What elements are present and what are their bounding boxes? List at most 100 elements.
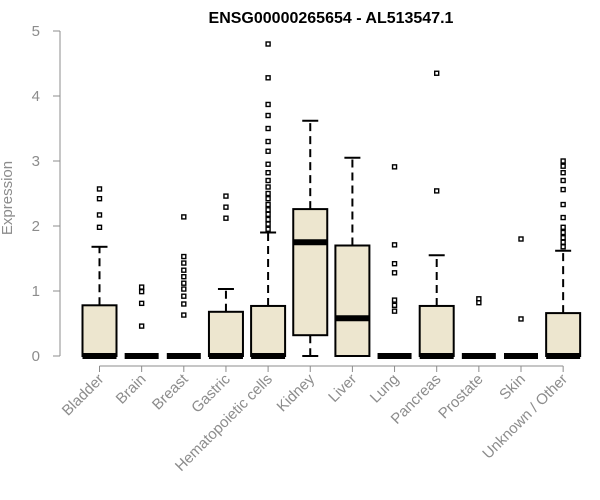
outlier-point (96, 195, 103, 202)
outlier-point (265, 226, 271, 232)
outlier-point (138, 288, 145, 295)
outlier-point (560, 234, 566, 241)
x-tick-label: Bladder (59, 371, 108, 420)
outlier-point (560, 163, 566, 169)
box-bladder (81, 186, 118, 359)
outlier-point (138, 300, 145, 307)
outlier-point (138, 323, 145, 329)
x-tick-label: Brain (113, 371, 150, 408)
outlier-point (391, 261, 398, 267)
box-unknown-other (545, 158, 582, 359)
y-tick-label: 2 (32, 218, 40, 235)
outlier-point (391, 164, 398, 170)
x-tick-label: Breast (149, 370, 192, 413)
outlier-point (181, 260, 187, 266)
y-axis-label: Expression (0, 161, 16, 235)
box-iqr (292, 208, 329, 337)
box-skin (504, 236, 538, 359)
outlier-point (391, 242, 398, 248)
box-iqr (81, 304, 118, 357)
outlier-point (265, 112, 271, 119)
outlier-point (560, 186, 566, 193)
outlier-point (265, 138, 271, 145)
y-tick-label: 4 (32, 88, 40, 105)
outlier-point (265, 125, 271, 132)
outlier-point (560, 224, 566, 231)
box-prostate (461, 296, 496, 359)
outlier-point (265, 169, 271, 176)
outlier-point (265, 101, 271, 108)
outlier-point (96, 186, 103, 192)
y-tick-label: 5 (32, 23, 40, 40)
outlier-point (265, 221, 271, 227)
outlier-point (518, 316, 524, 322)
box-iqr (250, 304, 287, 358)
outlier-point (265, 75, 271, 81)
outlier-point (560, 177, 566, 184)
y-axis: 0 1 2 3 4 5 (32, 23, 61, 365)
box-iqr (545, 312, 582, 358)
box-iqr (207, 310, 244, 357)
x-tick-label: Lung (367, 371, 403, 407)
outlier-point (181, 267, 187, 273)
outlier-point (223, 193, 229, 199)
outlier-point (434, 188, 440, 194)
outlier-point (265, 207, 271, 213)
outlier-point (265, 195, 271, 202)
outlier-point (391, 270, 398, 276)
x-tick-label: Kidney (274, 370, 319, 415)
outlier-point (223, 215, 229, 221)
box-gastric (207, 193, 244, 359)
outlier-point (265, 148, 271, 154)
outlier-point (265, 201, 271, 208)
outlier-point (560, 214, 566, 221)
box-group (81, 41, 582, 359)
y-tick-label: 1 (32, 283, 40, 300)
outlier-point (181, 293, 187, 299)
outlier-point (560, 201, 566, 208)
outlier-point (96, 212, 103, 218)
outlier-point (265, 211, 271, 218)
outlier-point (560, 244, 566, 250)
chart-title: ENSG00000265654 - AL513547.1 (209, 10, 454, 27)
y-tick-label: 3 (32, 153, 40, 170)
box-breast (166, 214, 201, 359)
box-brain (124, 284, 159, 359)
outlier-point (265, 177, 271, 184)
x-tick-label: Skin (496, 371, 529, 404)
outlier-point (181, 214, 187, 220)
x-tick-label: Prostate (435, 371, 487, 423)
outlier-point (476, 296, 482, 302)
outlier-point (181, 280, 187, 286)
outlier-point (265, 184, 271, 190)
outlier-point (434, 70, 440, 76)
box-pancreas (418, 70, 455, 359)
outlier-point (265, 216, 271, 223)
outlier-point (518, 236, 524, 242)
box-lung (377, 164, 412, 359)
outlier-point (181, 253, 187, 260)
box-iqr (334, 244, 371, 357)
outlier-point (391, 308, 398, 314)
outlier-point (181, 286, 187, 292)
outlier-point (181, 274, 187, 280)
outlier-point (391, 302, 398, 308)
outlier-point (181, 301, 187, 307)
outlier-point (560, 239, 566, 245)
box-kidney (292, 119, 329, 357)
outlier-point (391, 297, 398, 303)
x-tick-label: Liver (325, 371, 360, 406)
outlier-point (560, 229, 566, 236)
outlier-point (560, 158, 566, 164)
y-tick-label: 0 (32, 348, 40, 365)
outlier-point (560, 169, 566, 176)
outlier-point (96, 224, 103, 231)
box-iqr (418, 304, 455, 358)
box-hematopoietic-cells (250, 41, 287, 359)
outlier-point (265, 161, 271, 167)
outlier-point (138, 284, 145, 290)
box-liver (334, 156, 371, 357)
outlier-point (181, 312, 187, 318)
